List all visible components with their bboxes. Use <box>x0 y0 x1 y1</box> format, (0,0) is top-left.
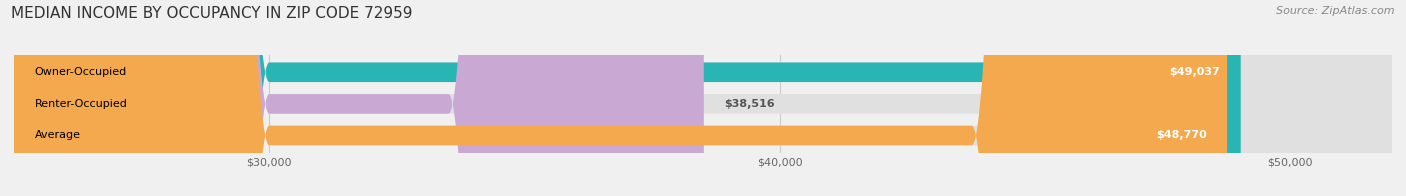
Text: MEDIAN INCOME BY OCCUPANCY IN ZIP CODE 72959: MEDIAN INCOME BY OCCUPANCY IN ZIP CODE 7… <box>11 6 413 21</box>
FancyBboxPatch shape <box>14 0 1392 196</box>
Text: Average: Average <box>35 131 80 141</box>
FancyBboxPatch shape <box>14 0 1227 196</box>
Text: $38,516: $38,516 <box>724 99 775 109</box>
FancyBboxPatch shape <box>14 0 1392 196</box>
FancyBboxPatch shape <box>14 0 1392 196</box>
FancyBboxPatch shape <box>14 0 704 196</box>
Text: Owner-Occupied: Owner-Occupied <box>35 67 127 77</box>
Text: $49,037: $49,037 <box>1170 67 1220 77</box>
Text: Source: ZipAtlas.com: Source: ZipAtlas.com <box>1277 6 1395 16</box>
Text: $48,770: $48,770 <box>1156 131 1206 141</box>
FancyBboxPatch shape <box>14 0 1240 196</box>
Text: Renter-Occupied: Renter-Occupied <box>35 99 128 109</box>
